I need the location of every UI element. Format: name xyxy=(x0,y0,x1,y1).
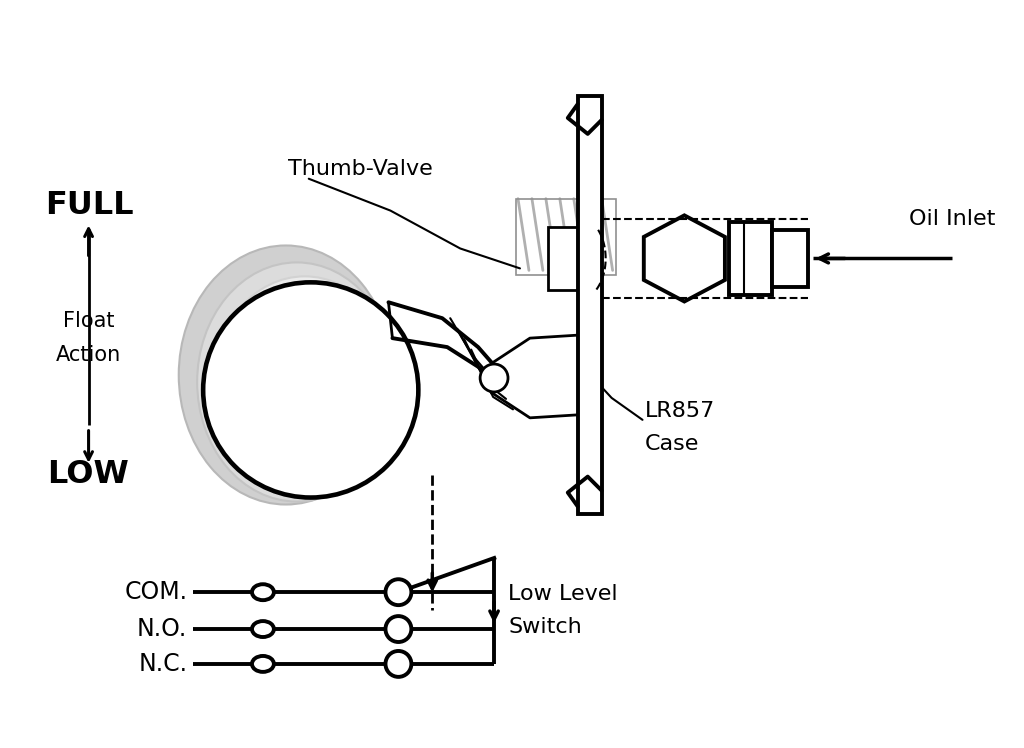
Bar xyxy=(729,221,772,295)
Text: Low Level
Switch: Low Level Switch xyxy=(508,583,617,637)
Text: COM.: COM. xyxy=(124,580,187,604)
Bar xyxy=(578,96,602,515)
Circle shape xyxy=(385,616,412,642)
Text: LR857
Case: LR857 Case xyxy=(644,402,715,454)
Text: LOW: LOW xyxy=(47,459,128,490)
Bar xyxy=(772,230,808,287)
Text: N.C.: N.C. xyxy=(138,652,187,676)
Bar xyxy=(516,199,615,275)
Ellipse shape xyxy=(198,263,396,501)
Circle shape xyxy=(480,364,508,392)
Ellipse shape xyxy=(212,276,397,497)
Circle shape xyxy=(385,579,412,605)
Polygon shape xyxy=(644,215,725,301)
Bar xyxy=(548,227,578,290)
Circle shape xyxy=(203,282,419,497)
Text: Float
Action: Float Action xyxy=(56,311,121,365)
Text: FULL: FULL xyxy=(45,190,134,221)
Ellipse shape xyxy=(179,245,393,504)
Circle shape xyxy=(385,651,412,677)
Text: Thumb-Valve: Thumb-Valve xyxy=(288,159,433,179)
Text: Oil Inlet: Oil Inlet xyxy=(908,209,995,229)
Text: N.O.: N.O. xyxy=(137,617,187,641)
